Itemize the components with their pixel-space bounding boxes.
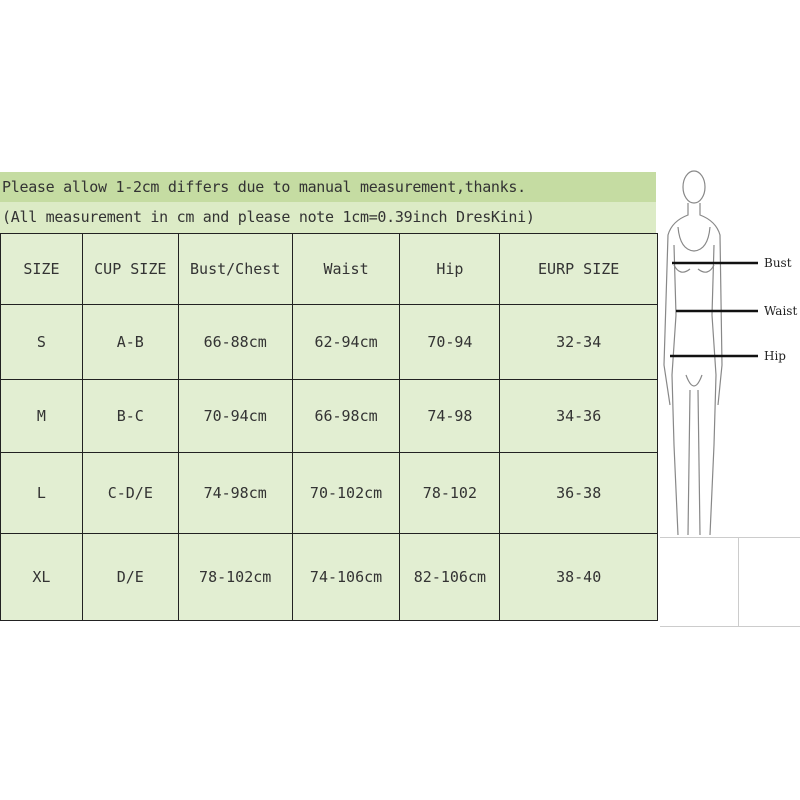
cell-eurp: 34-36 (499, 379, 658, 453)
table-row: M B-C 70-94cm 66-98cm 74-98 34-36 (0, 379, 658, 453)
table-row: XL D/E 78-102cm 74-106cm 82-106cm 38-40 (0, 533, 658, 621)
cell-hip: 74-98 (399, 379, 501, 453)
cell-waist: 70-102cm (291, 452, 401, 534)
cell-waist: 62-94cm (291, 304, 401, 380)
table-header-row: SIZE CUP SIZE Bust/Chest Waist Hip EURP … (0, 233, 658, 305)
cell-bust: 66-88cm (177, 304, 293, 380)
header-eurp-size: EURP SIZE (499, 233, 658, 305)
cell-cup: B-C (81, 379, 179, 453)
cell-bust: 74-98cm (177, 452, 293, 534)
cell-waist: 74-106cm (291, 533, 401, 621)
cell-waist: 66-98cm (291, 379, 401, 453)
hip-label: Hip (764, 349, 786, 363)
table-row: L C-D/E 74-98cm 70-102cm 78-102 36-38 (0, 452, 658, 534)
cell-cup: A-B (81, 304, 179, 380)
measurement-note: Please allow 1-2cm differs due to manual… (0, 172, 656, 202)
cell-hip: 82-106cm (399, 533, 501, 621)
cell-size: S (0, 304, 83, 380)
table-row: S A-B 66-88cm 62-94cm 70-94 32-34 (0, 304, 658, 380)
grid-divider (738, 538, 739, 626)
cell-hip: 78-102 (399, 452, 501, 534)
cell-eurp: 32-34 (499, 304, 658, 380)
body-outline-icon (663, 170, 723, 536)
body-measurement-figure: Bust Waist Hip (663, 170, 797, 536)
header-hip: Hip (399, 233, 501, 305)
unit-note: (All measurement in cm and please note 1… (0, 202, 656, 233)
cell-bust: 78-102cm (177, 533, 293, 621)
header-bust: Bust/Chest (177, 233, 293, 305)
header-waist: Waist (291, 233, 401, 305)
cell-size: M (0, 379, 83, 453)
cell-hip: 70-94 (399, 304, 501, 380)
header-cup-size: CUP SIZE (81, 233, 179, 305)
cell-cup: D/E (81, 533, 179, 621)
bust-label: Bust (764, 256, 792, 270)
empty-grid-cells (660, 537, 800, 627)
cell-bust: 70-94cm (177, 379, 293, 453)
waist-label: Waist (764, 304, 797, 318)
cell-eurp: 36-38 (499, 452, 658, 534)
cell-size: XL (0, 533, 83, 621)
header-size: SIZE (0, 233, 83, 305)
cell-cup: C-D/E (81, 452, 179, 534)
cell-eurp: 38-40 (499, 533, 658, 621)
size-chart-table: SIZE CUP SIZE Bust/Chest Waist Hip EURP … (0, 233, 658, 621)
cell-size: L (0, 452, 83, 534)
